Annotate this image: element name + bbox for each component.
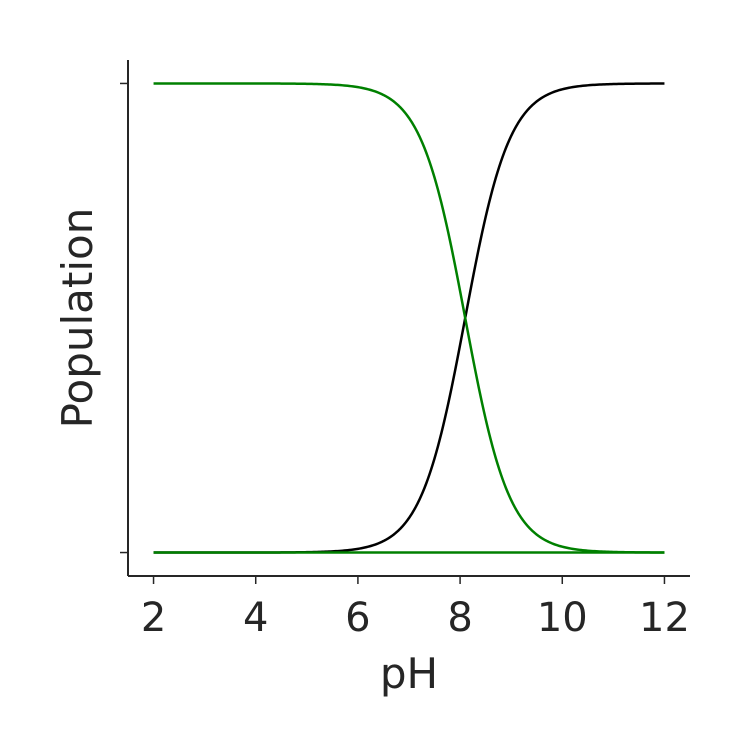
x-tick-label: 8 — [447, 595, 472, 641]
x-axis-ticks: 2 4 6 8 10 12 — [141, 576, 690, 641]
x-tick-label: 6 — [345, 595, 370, 641]
axes — [127, 60, 690, 577]
x-axis-title: pH — [380, 649, 438, 698]
x-tick-label: 10 — [537, 595, 588, 641]
y-axis-ticks — [120, 82, 128, 554]
x-tick-label: 12 — [639, 595, 690, 641]
series-line-2 — [153, 82, 665, 554]
x-tick-label: 4 — [243, 595, 268, 641]
series-line-1 — [153, 82, 665, 554]
y-axis-title: Population — [53, 208, 102, 429]
x-tick-label: 2 — [141, 595, 166, 641]
series-lines — [153, 82, 665, 554]
